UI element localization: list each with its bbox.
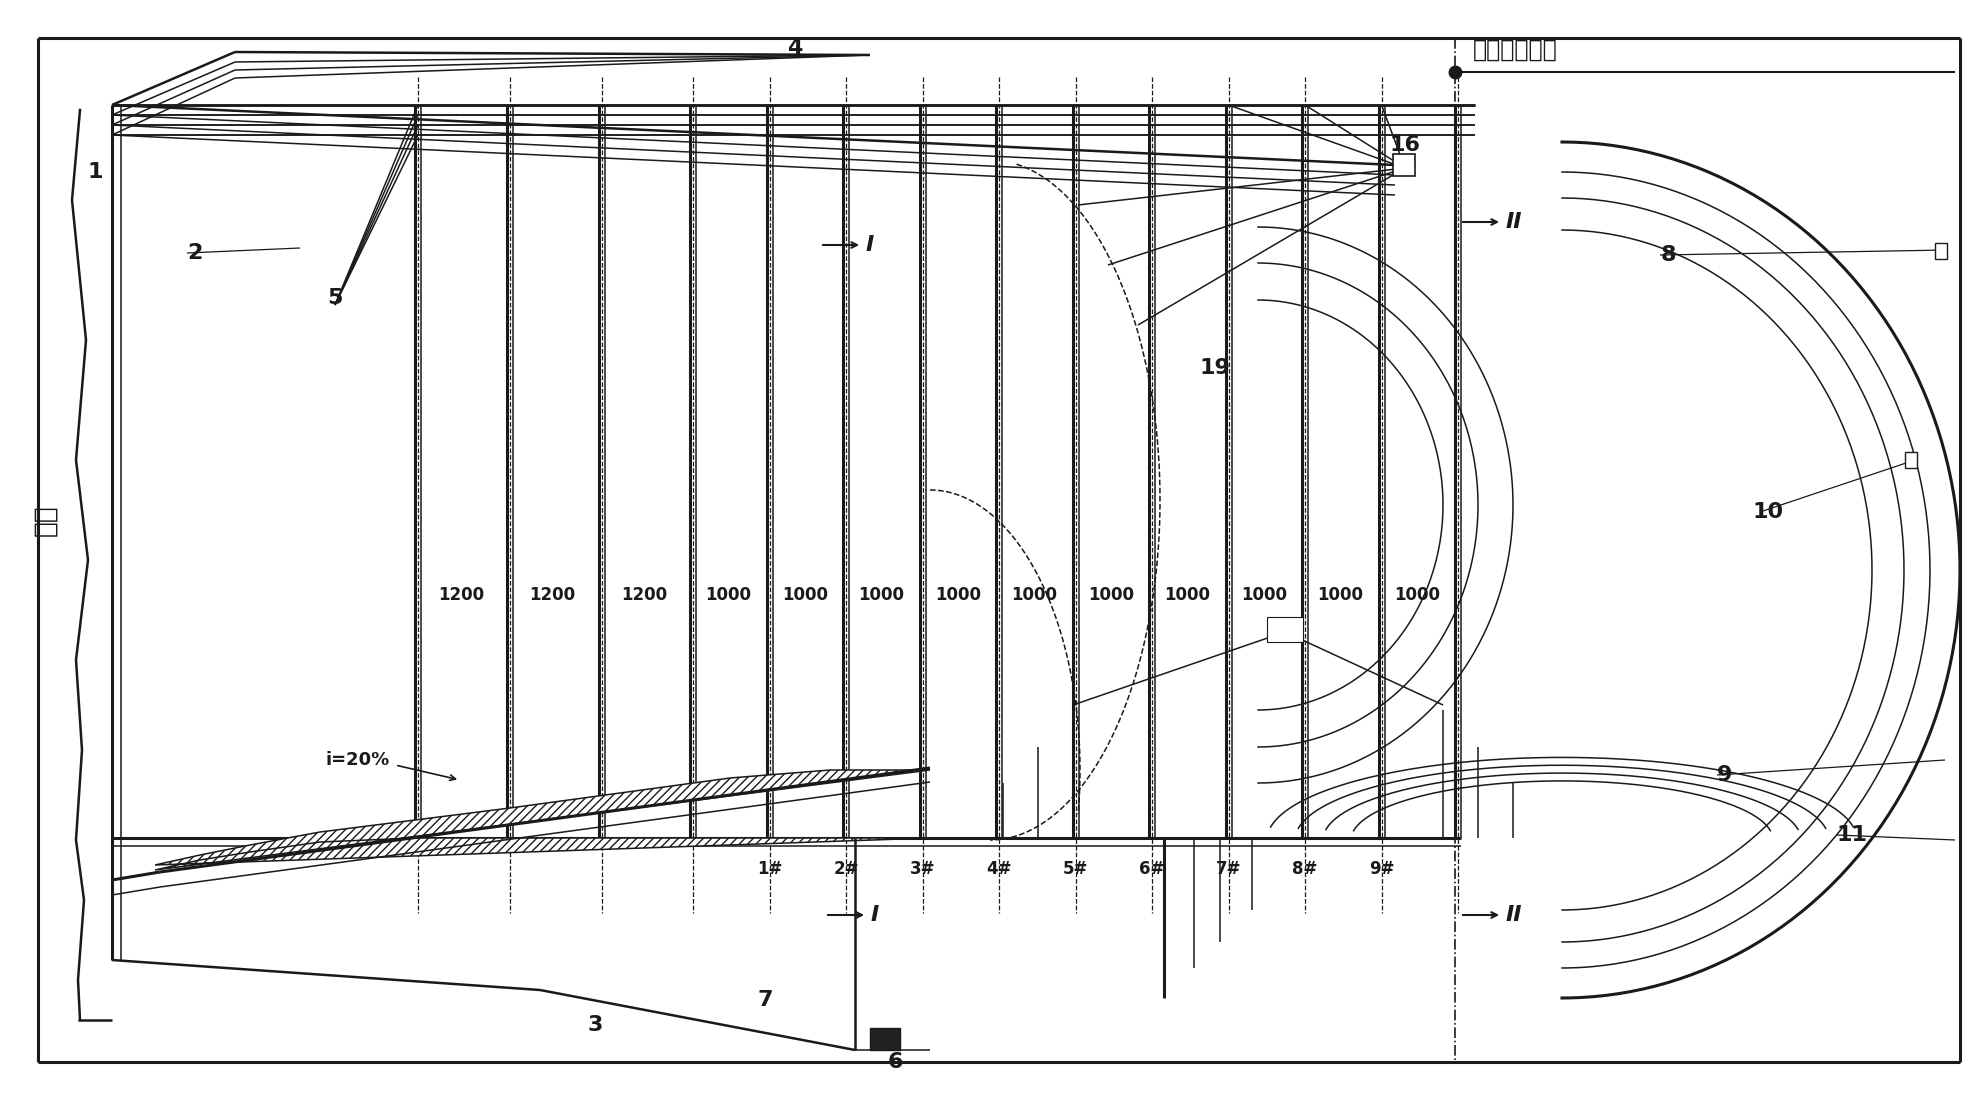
Text: 1000: 1000 — [858, 586, 905, 604]
Text: 6#: 6# — [1139, 861, 1165, 878]
Text: 10: 10 — [1753, 502, 1785, 522]
Text: 3: 3 — [588, 1015, 603, 1035]
Text: II: II — [1507, 212, 1522, 232]
Bar — [1393, 154, 1415, 176]
Text: 4#: 4# — [987, 861, 1012, 878]
Text: 8: 8 — [1659, 245, 1675, 265]
Text: 6: 6 — [887, 1052, 903, 1072]
Text: 9#: 9# — [1370, 861, 1393, 878]
Text: 1000: 1000 — [705, 586, 752, 604]
Text: 1200: 1200 — [439, 586, 484, 604]
Text: 1000: 1000 — [1393, 586, 1439, 604]
Text: 3#: 3# — [909, 861, 935, 878]
Bar — [869, 1028, 899, 1050]
Text: i=20%: i=20% — [326, 751, 389, 769]
Bar — [1935, 243, 1947, 259]
Text: 1000: 1000 — [1165, 586, 1211, 604]
Text: 1200: 1200 — [621, 586, 667, 604]
Text: 19: 19 — [1199, 358, 1231, 378]
Bar — [1266, 617, 1302, 642]
Text: 1200: 1200 — [530, 586, 576, 604]
Text: 2: 2 — [187, 243, 202, 263]
Text: 1#: 1# — [756, 861, 782, 878]
Bar — [1906, 452, 1918, 468]
Text: 2#: 2# — [834, 861, 860, 878]
Text: 7#: 7# — [1217, 861, 1241, 878]
Text: 斜井: 斜井 — [32, 504, 58, 536]
Text: 9: 9 — [1717, 765, 1733, 785]
Text: I: I — [865, 235, 873, 255]
Text: II: II — [1507, 904, 1522, 925]
Text: 16: 16 — [1390, 135, 1421, 155]
Text: 4: 4 — [788, 38, 802, 58]
Text: 7: 7 — [756, 990, 772, 1010]
Text: 1000: 1000 — [1241, 586, 1286, 604]
Text: 1000: 1000 — [1318, 586, 1364, 604]
Text: I: I — [871, 904, 879, 925]
Text: 11: 11 — [1836, 825, 1868, 845]
Text: 5: 5 — [328, 288, 343, 308]
Text: 1000: 1000 — [1088, 586, 1133, 604]
Text: 8#: 8# — [1292, 861, 1318, 878]
Text: 1: 1 — [87, 162, 103, 182]
Text: 主隙道中心线: 主隙道中心线 — [1473, 38, 1558, 62]
Text: 1000: 1000 — [782, 586, 828, 604]
Text: 5#: 5# — [1062, 861, 1088, 878]
Text: 17: 17 — [1270, 625, 1300, 645]
Text: 1000: 1000 — [935, 586, 981, 604]
Text: 1000: 1000 — [1012, 586, 1058, 604]
Polygon shape — [155, 770, 931, 870]
